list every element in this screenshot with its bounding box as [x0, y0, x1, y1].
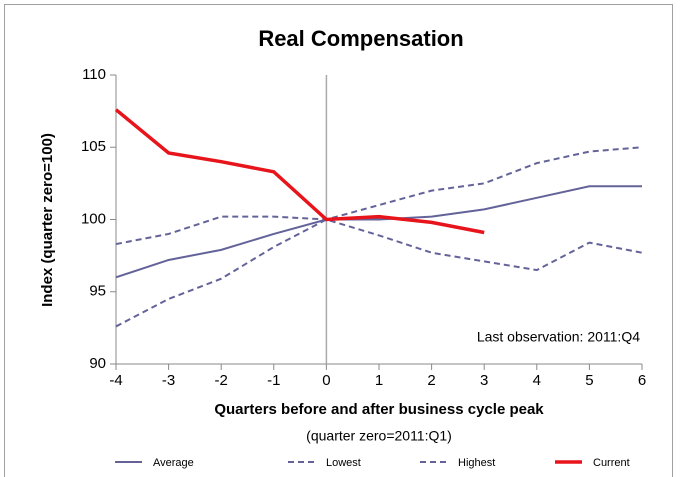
series-line [115, 146, 643, 246]
series-line [114, 108, 485, 235]
x-tick-label: 0 [322, 372, 330, 389]
legend-label: Average [153, 457, 194, 469]
series-line [115, 185, 642, 279]
legend-label: Current [593, 457, 630, 469]
y-tick-label: 110 [82, 66, 106, 83]
x-axis-label: Quarters before and after business cycle… [214, 401, 544, 418]
x-tick-label: 5 [585, 372, 593, 389]
x-tick-label: 3 [480, 372, 488, 389]
frame [4, 4, 673, 477]
legend-label: Highest [458, 457, 495, 469]
y-tick-label: 105 [81, 138, 106, 155]
series-line [115, 218, 643, 328]
x-tick-label: 2 [427, 372, 435, 389]
legend-label: Lowest [326, 457, 361, 469]
y-axis-label: Index (quarter zero=100) [39, 133, 56, 307]
x-tick-label: -2 [215, 372, 228, 389]
x-tick-label: 1 [375, 372, 383, 389]
x-tick-label: -3 [162, 372, 175, 389]
y-tick-label: 100 [81, 210, 106, 227]
y-tick-label: 95 [89, 283, 106, 300]
y-tick-label: 90 [89, 355, 106, 372]
x-tick-label: 4 [533, 372, 541, 389]
x-tick-label: -1 [267, 372, 280, 389]
chart-title: Real Compensation [258, 26, 463, 51]
subtitle: (quarter zero=2011:Q1) [306, 428, 452, 444]
annotation: Last observation: 2011:Q4 [477, 329, 640, 345]
x-tick-label: -4 [109, 372, 122, 389]
x-tick-label: 6 [638, 372, 646, 389]
